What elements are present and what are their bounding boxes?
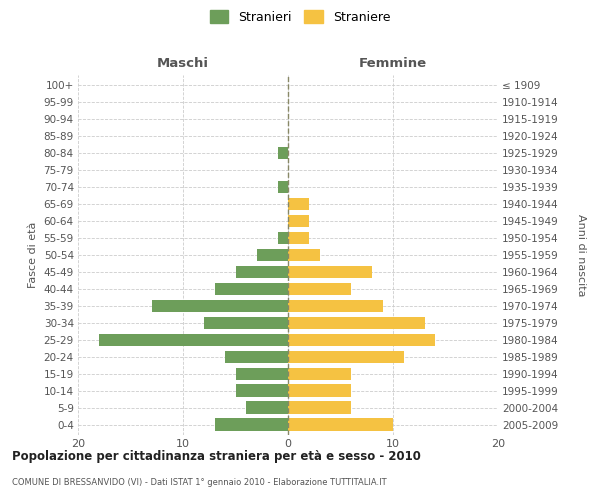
Bar	[288, 402, 351, 414]
Bar	[288, 418, 393, 431]
Text: Popolazione per cittadinanza straniera per età e sesso - 2010: Popolazione per cittadinanza straniera p…	[12, 450, 421, 463]
Bar	[215, 282, 288, 296]
Text: Femmine: Femmine	[359, 57, 427, 70]
Bar	[151, 300, 288, 312]
Y-axis label: Fasce di età: Fasce di età	[28, 222, 38, 288]
Bar	[204, 316, 288, 330]
Text: Maschi: Maschi	[157, 57, 209, 70]
Bar	[246, 402, 288, 414]
Bar	[288, 248, 320, 262]
Legend: Stranieri, Straniere: Stranieri, Straniere	[206, 6, 394, 28]
Bar	[288, 316, 425, 330]
Bar	[215, 418, 288, 431]
Bar	[235, 384, 288, 397]
Bar	[277, 146, 288, 160]
Bar	[288, 334, 435, 346]
Y-axis label: Anni di nascita: Anni di nascita	[575, 214, 586, 296]
Bar	[277, 232, 288, 244]
Text: COMUNE DI BRESSANVIDO (VI) - Dati ISTAT 1° gennaio 2010 - Elaborazione TUTTITALI: COMUNE DI BRESSANVIDO (VI) - Dati ISTAT …	[12, 478, 386, 487]
Bar	[288, 282, 351, 296]
Bar	[235, 266, 288, 278]
Bar	[257, 248, 288, 262]
Bar	[288, 232, 309, 244]
Bar	[235, 368, 288, 380]
Bar	[225, 350, 288, 364]
Bar	[288, 384, 351, 397]
Bar	[99, 334, 288, 346]
Bar	[288, 300, 383, 312]
Bar	[288, 266, 372, 278]
Bar	[288, 214, 309, 228]
Bar	[288, 368, 351, 380]
Bar	[277, 180, 288, 194]
Bar	[288, 198, 309, 210]
Bar	[288, 350, 404, 364]
